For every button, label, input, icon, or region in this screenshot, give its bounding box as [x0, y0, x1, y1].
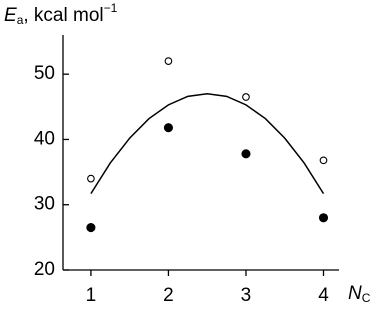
open-point: [87, 174, 95, 183]
open-point: [319, 156, 328, 165]
y-tick-label: 20: [34, 259, 55, 280]
filled-point: [86, 223, 96, 233]
y-label-sub: a: [17, 13, 24, 27]
y-tick-label: 30: [34, 194, 55, 215]
x-label-sub: C: [362, 291, 371, 305]
x-tick-label: 4: [318, 285, 329, 306]
open-point: [164, 57, 173, 65]
y-tick-label: 40: [34, 128, 55, 149]
filled-point: [318, 213, 329, 223]
filled-point: [163, 123, 173, 133]
x-tick-label: 2: [163, 285, 174, 306]
y-label-rest: , kcal mol: [23, 5, 103, 26]
filled-point: [241, 149, 251, 159]
y-axis-label: Ea, kcal mol−1: [4, 1, 118, 27]
open-point: [242, 93, 250, 101]
x-axis-label: NC: [348, 283, 371, 305]
y-label-main: E: [4, 5, 17, 26]
y-tick-label: 50: [34, 63, 55, 84]
fit-curve: [90, 92, 325, 195]
x-label-main: N: [348, 283, 362, 304]
x-tick-label: 3: [241, 285, 252, 306]
y-label-sup: −1: [104, 1, 118, 15]
x-tick-label: 1: [86, 285, 97, 306]
